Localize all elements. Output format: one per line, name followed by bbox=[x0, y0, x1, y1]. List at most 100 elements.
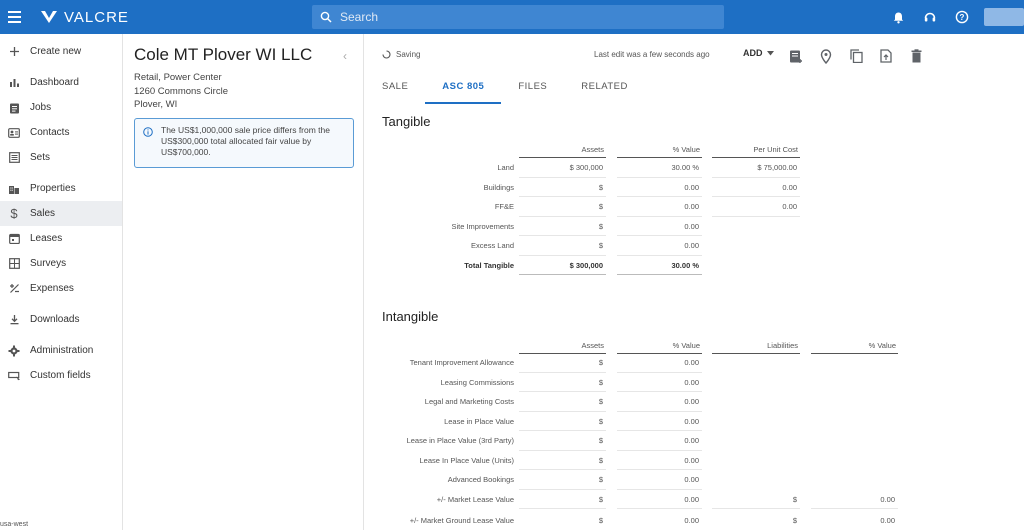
add-button[interactable]: ADD bbox=[743, 48, 774, 58]
sidebar-item-label: Sets bbox=[30, 152, 51, 163]
table-row: +/- Market Lease Value $ 0.00 $ 0.00 bbox=[365, 490, 1024, 509]
sidebar-item-downloads[interactable]: Downloads bbox=[0, 307, 122, 332]
sidebar-item-administration[interactable]: Administration bbox=[0, 338, 122, 363]
delete-trash-icon[interactable] bbox=[905, 45, 927, 67]
assets-input[interactable]: $ bbox=[519, 392, 606, 412]
assets-input[interactable]: $ bbox=[519, 451, 606, 470]
search-bar[interactable] bbox=[312, 5, 724, 29]
intangible-header-assets: Assets bbox=[519, 340, 606, 354]
sidebar-item-label: Administration bbox=[30, 345, 94, 356]
pct-input[interactable]: 0.00 bbox=[617, 353, 702, 373]
sidebar-item-create-new[interactable]: Create new bbox=[0, 39, 122, 64]
row-label: Buildings bbox=[483, 182, 514, 192]
assets-input[interactable]: $ bbox=[519, 490, 606, 509]
sidebar-item-label: Create new bbox=[30, 46, 82, 57]
sidebar-item-jobs[interactable]: Jobs bbox=[0, 95, 122, 120]
assets-input[interactable]: $ bbox=[519, 470, 606, 490]
list-box-icon bbox=[7, 151, 21, 165]
table-row: Advanced Bookings $ 0.00 bbox=[365, 470, 1024, 490]
liabilities-input[interactable]: $ bbox=[712, 511, 800, 530]
pct-input[interactable]: 0.00 bbox=[617, 178, 702, 197]
pct-input[interactable]: 0.00 bbox=[617, 470, 702, 490]
per-unit-input[interactable]: 0.00 bbox=[712, 178, 800, 197]
add-label: ADD bbox=[743, 48, 763, 58]
export-file-icon[interactable] bbox=[875, 45, 897, 67]
per-unit-input[interactable]: 0.00 bbox=[712, 197, 800, 217]
assets-input[interactable]: $ bbox=[519, 197, 606, 217]
pct-input[interactable]: 0.00 bbox=[617, 511, 702, 530]
sidebar-item-label: Properties bbox=[30, 183, 76, 194]
total-assets-value: $ 300,000 bbox=[519, 256, 606, 275]
tab-sale[interactable]: SALE bbox=[382, 81, 409, 92]
help-icon[interactable]: ? bbox=[946, 0, 978, 34]
search-input[interactable] bbox=[340, 10, 700, 24]
tangible-header-pct: % Value bbox=[617, 144, 702, 158]
sidebar-item-sales[interactable]: $ Sales bbox=[0, 201, 122, 226]
table-row: Legal and Marketing Costs $ 0.00 bbox=[365, 392, 1024, 412]
table-row: Lease In Place Value (Units) $ 0.00 bbox=[365, 451, 1024, 470]
building-icon bbox=[7, 182, 21, 196]
tab-related[interactable]: RELATED bbox=[581, 81, 628, 92]
pct-input[interactable]: 0.00 bbox=[617, 197, 702, 217]
support-headset-icon[interactable] bbox=[914, 0, 946, 34]
pct-input[interactable]: 0.00 bbox=[617, 392, 702, 412]
intangible-header-liabilities: Liabilities bbox=[712, 340, 800, 354]
sidebar-item-label: Custom fields bbox=[30, 370, 91, 381]
liab-pct-input[interactable]: 0.00 bbox=[811, 511, 898, 530]
assets-input[interactable]: $ bbox=[519, 412, 606, 431]
assets-input[interactable]: $ bbox=[519, 431, 606, 451]
intangible-header-pct-liabilities: % Value bbox=[811, 340, 898, 354]
pct-input[interactable]: 0.00 bbox=[617, 431, 702, 451]
tangible-section-title: Tangible bbox=[382, 114, 431, 129]
assets-input[interactable]: $ 300,000 bbox=[519, 158, 606, 178]
pct-input[interactable]: 0.00 bbox=[617, 490, 702, 509]
deal-meta: Retail, Power Center 1260 Commons Circle… bbox=[134, 71, 228, 112]
sidebar-item-properties[interactable]: Properties bbox=[0, 176, 122, 201]
sidebar-item-expenses[interactable]: Expenses bbox=[0, 276, 122, 301]
pct-input[interactable]: 0.00 bbox=[617, 412, 702, 431]
price-difference-alert: The US$1,000,000 sale price differs from… bbox=[134, 118, 354, 168]
sidebar-item-leases[interactable]: Leases bbox=[0, 226, 122, 251]
assets-input[interactable]: $ bbox=[519, 178, 606, 197]
copy-icon[interactable] bbox=[845, 45, 867, 67]
app-logo[interactable]: VALCRE bbox=[40, 9, 129, 26]
menu-icon[interactable] bbox=[0, 0, 28, 34]
sidebar-item-dashboard[interactable]: Dashboard bbox=[0, 70, 122, 95]
sidebar-item-sets[interactable]: Sets bbox=[0, 145, 122, 170]
collapse-panel-chevron-icon[interactable]: ‹ bbox=[343, 49, 347, 63]
assets-input[interactable]: $ bbox=[519, 217, 606, 236]
liab-pct-input[interactable]: 0.00 bbox=[811, 490, 898, 509]
row-label: Site Improvements bbox=[451, 221, 514, 231]
sidebar-item-surveys[interactable]: Surveys bbox=[0, 251, 122, 276]
liabilities-input[interactable]: $ bbox=[712, 490, 800, 509]
pct-input[interactable]: 30.00 % bbox=[617, 158, 702, 178]
row-label: Leasing Commissions bbox=[440, 377, 514, 387]
tab-files[interactable]: FILES bbox=[518, 81, 548, 92]
clipboard-add-icon[interactable] bbox=[785, 45, 807, 67]
spinner-icon bbox=[382, 50, 391, 59]
custom-field-icon bbox=[7, 369, 21, 383]
per-unit-input[interactable]: $ 75,000.00 bbox=[712, 158, 800, 178]
notifications-bell-icon[interactable] bbox=[882, 0, 914, 34]
table-row: Leasing Commissions $ 0.00 bbox=[365, 373, 1024, 392]
assets-input[interactable]: $ bbox=[519, 511, 606, 530]
sidebar-item-custom-fields[interactable]: Custom fields bbox=[0, 363, 122, 388]
sidebar-item-label: Leases bbox=[30, 233, 63, 244]
pct-input[interactable]: 0.00 bbox=[617, 217, 702, 236]
tab-asc-805[interactable]: ASC 805 bbox=[425, 74, 502, 104]
valcre-logo-icon bbox=[41, 11, 57, 23]
pct-input[interactable]: 0.00 bbox=[617, 236, 702, 256]
sidebar-item-contacts[interactable]: Contacts bbox=[0, 120, 122, 145]
tangible-header-per-unit: Per Unit Cost bbox=[712, 144, 800, 158]
pct-input[interactable]: 0.00 bbox=[617, 373, 702, 392]
assets-input[interactable]: $ bbox=[519, 236, 606, 256]
last-edit-label: Last edit was a few seconds ago bbox=[594, 50, 710, 59]
assets-input[interactable]: $ bbox=[519, 353, 606, 373]
grid-icon bbox=[7, 257, 21, 271]
property-city: Plover, WI bbox=[134, 99, 178, 110]
app-brand: VALCRE bbox=[64, 8, 129, 26]
user-avatar[interactable] bbox=[984, 8, 1024, 26]
assets-input[interactable]: $ bbox=[519, 373, 606, 392]
location-pin-icon[interactable] bbox=[815, 45, 837, 67]
pct-input[interactable]: 0.00 bbox=[617, 451, 702, 470]
